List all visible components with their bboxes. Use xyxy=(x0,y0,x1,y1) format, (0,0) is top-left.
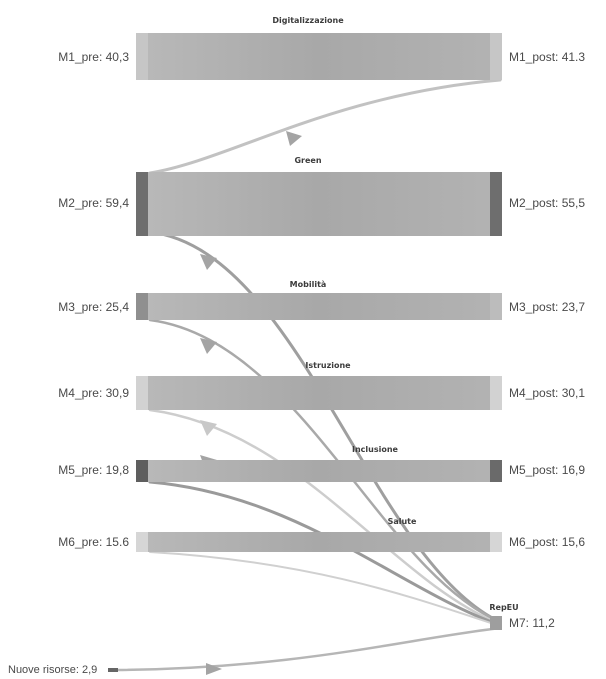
band-node-right xyxy=(490,460,502,482)
target-node-m7: RepEU M7: 11,2 xyxy=(489,603,555,630)
band-title: Salute xyxy=(388,517,417,526)
arrow-icon xyxy=(200,420,217,436)
source-node-bar xyxy=(108,668,118,672)
band-title: Green xyxy=(294,156,321,165)
band-node-left xyxy=(136,172,148,236)
flows xyxy=(116,78,502,672)
node-label-post: M3_post: 23,7 xyxy=(509,300,585,314)
flow-m6-to-m7 xyxy=(149,551,501,627)
target-title: RepEU xyxy=(489,603,518,612)
band-m4: Istruzione M4_pre: 30,9 M4_post: 30,1 xyxy=(58,361,585,410)
flow-new-resources-to-m7 xyxy=(116,626,502,672)
arrow-icon xyxy=(200,254,217,270)
band-node-right xyxy=(490,172,502,236)
node-label-post: M2_post: 55,5 xyxy=(509,196,585,210)
band-node-right xyxy=(490,33,502,80)
band-m1: Digitalizzazione M1_pre: 40,3 M1_post: 4… xyxy=(58,16,585,80)
band-node-right xyxy=(490,293,502,320)
band-m2: Green M2_pre: 59,4 M2_post: 55,5 xyxy=(58,156,585,236)
node-label-post: M5_post: 16,9 xyxy=(509,463,585,477)
node-label-pre: M3_pre: 25,4 xyxy=(58,300,129,314)
band-node-left xyxy=(136,33,148,80)
band-bar xyxy=(136,33,502,80)
node-label-pre: M2_pre: 59,4 xyxy=(58,196,129,210)
flow-m2-to-m7 xyxy=(148,230,502,624)
band-m6: Salute M6_pre: 15.6 M6_post: 15,6 xyxy=(58,517,585,552)
band-bar xyxy=(136,460,502,482)
arrow-icon xyxy=(200,338,217,354)
node-label-pre: M5_pre: 19,8 xyxy=(58,463,129,477)
flow-m4-to-m7 xyxy=(148,408,502,626)
band-node-left xyxy=(136,293,148,320)
flow-m3-to-m7 xyxy=(148,318,502,624)
band-node-right xyxy=(490,376,502,410)
node-label-post: M4_post: 30,1 xyxy=(509,386,585,400)
band-bar xyxy=(136,172,502,236)
band-bar xyxy=(136,532,502,552)
band-node-left xyxy=(136,532,148,552)
target-label: M7: 11,2 xyxy=(509,616,555,630)
band-node-left xyxy=(136,376,148,410)
node-label-pre: M6_pre: 15.6 xyxy=(58,535,129,549)
band-bar xyxy=(136,376,502,410)
source-label: Nuove risorse: 2,9 xyxy=(8,664,97,676)
band-node-right xyxy=(490,532,502,552)
band-m5: Inclusione M5_pre: 19,8 M5_post: 16,9 xyxy=(58,445,585,482)
node-label-post: M1_post: 41.3 xyxy=(509,50,585,64)
flow-m1post-to-m2pre xyxy=(148,78,502,175)
band-node-left xyxy=(136,460,148,482)
source-node-new-resources: Nuove risorse: 2,9 xyxy=(8,664,118,676)
arrow-icon xyxy=(206,663,222,675)
target-node-bar xyxy=(490,616,502,630)
band-title: Istruzione xyxy=(305,361,351,370)
node-label-post: M6_post: 15,6 xyxy=(509,535,585,549)
flow-m5-to-m7 xyxy=(148,480,502,627)
arrow-icon xyxy=(286,131,302,146)
node-label-pre: M4_pre: 30,9 xyxy=(58,386,129,400)
band-bar xyxy=(136,293,502,320)
band-title: Inclusione xyxy=(352,445,399,454)
band-title: Mobilità xyxy=(290,280,327,289)
band-m3: Mobilità M3_pre: 25,4 M3_post: 23,7 xyxy=(58,280,585,320)
node-label-pre: M1_pre: 40,3 xyxy=(58,50,129,64)
band-title: Digitalizzazione xyxy=(272,16,344,25)
